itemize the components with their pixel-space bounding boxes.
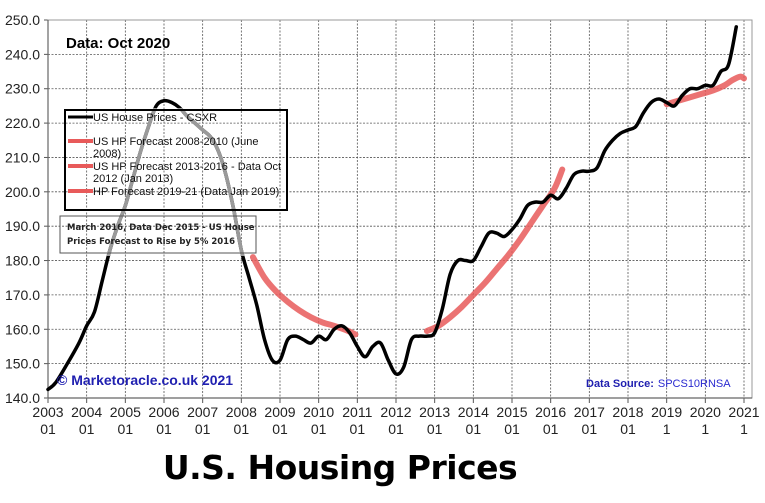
x-tick-label-year: 2003 — [32, 404, 63, 420]
x-tick-label-year: 2016 — [535, 404, 566, 420]
series-line-forecast-3 — [663, 73, 747, 108]
series-layer — [46, 25, 747, 392]
x-tick-label-year: 2007 — [187, 404, 218, 420]
legend: US House Prices - CSXR US HP Forecast 20… — [64, 109, 288, 211]
annotation-box: March 2016, Data Dec 2015 - US House Pri… — [59, 215, 257, 254]
y-tick-label: 250.0 — [5, 12, 40, 28]
x-tick-label-year: 2006 — [148, 404, 179, 420]
x-tick-label-year: 2019 — [651, 404, 682, 420]
y-tick-label: 200.0 — [5, 184, 40, 200]
y-tick-label: 180.0 — [5, 253, 40, 269]
data-source: Data Source: SPCS10RNSA — [586, 378, 731, 390]
x-tick-label-month: 1 — [740, 421, 748, 437]
x-tick-label-year: 2013 — [419, 404, 450, 420]
x-tick-label-month: 01 — [118, 421, 134, 437]
x-tick-label-year: 2012 — [380, 404, 411, 420]
x-tick-label-month: 01 — [427, 421, 443, 437]
y-tick-label: 230.0 — [5, 81, 40, 97]
data-date-label: Data: Oct 2020 — [66, 35, 170, 52]
legend-label-2b: 2012 (Jan 2013) — [93, 173, 173, 185]
y-tick-label: 140.0 — [5, 390, 40, 406]
x-tick-label-month: 01 — [40, 421, 56, 437]
x-tick-label-year: 2014 — [458, 404, 489, 420]
x-tick-labels: 2003012004012005012006012007012008012009… — [32, 404, 759, 437]
data-source-label: Data Source: — [586, 378, 654, 390]
x-tick-label-month: 01 — [272, 421, 288, 437]
x-tick-label-year: 2010 — [303, 404, 334, 420]
chart-title: U.S. Housing Prices — [162, 448, 518, 487]
y-tick-label: 190.0 — [5, 218, 40, 234]
x-tick-label-month: 01 — [466, 421, 482, 437]
copyright-text: © Marketoracle.co.uk 2021 — [57, 372, 233, 388]
x-tick-label-year: 2017 — [574, 404, 605, 420]
annotation-line-2: Prices Forecast to Rise by 5% 2016 — [67, 237, 235, 247]
legend-label-1b: 2008) — [93, 148, 121, 160]
axes — [47, 20, 752, 399]
y-tick-label: 210.0 — [5, 149, 40, 165]
legend-label-3: HP Forecast 2019-21 (Data Jan 2019) — [93, 186, 279, 198]
x-tick-label-year: 2011 — [342, 404, 372, 420]
x-tick-label-month: 01 — [79, 421, 95, 437]
x-tick-label-month: 01 — [388, 421, 404, 437]
legend-label-1a: US HP Forecast 2008-2010 (June — [93, 136, 259, 148]
y-tick-label: 160.0 — [5, 321, 40, 337]
x-tick-label-year: 2004 — [71, 404, 102, 420]
legend-frame — [64, 109, 288, 211]
x-tick-label-month: 01 — [543, 421, 559, 437]
annotation-line-1: March 2016, Data Dec 2015 - US House — [67, 223, 255, 233]
x-tick-label-month: 1 — [663, 421, 671, 437]
x-tick-label-month: 1 — [701, 421, 709, 437]
y-tick-labels: 140.0 150.0 160.0 170.0 180.0 190.0 200.0 210.0… — [5, 12, 40, 406]
data-source-value: SPCS10RNSA — [658, 378, 731, 390]
x-tick-label-year: 2015 — [496, 404, 527, 420]
annotation-frame — [59, 215, 257, 254]
x-tick-label-month: 01 — [311, 421, 327, 437]
series-line-forecast-2 — [423, 166, 566, 334]
x-tick-label-year: 2008 — [226, 404, 257, 420]
x-tick-label-month: 01 — [156, 421, 172, 437]
x-tick-label-month: 01 — [582, 421, 598, 437]
y-tick-label: 240.0 — [5, 46, 40, 62]
x-tick-label-year: 2009 — [264, 404, 295, 420]
x-tick-label-month: 01 — [620, 421, 636, 437]
x-tick-label-month: 01 — [234, 421, 250, 437]
series-line-house-prices — [46, 25, 739, 392]
x-tick-label-year: 2005 — [110, 404, 141, 420]
x-tick-label-month: 01 — [504, 421, 520, 437]
legend-label-0: US House Prices - CSXR — [93, 112, 217, 124]
y-tick-label: 170.0 — [5, 287, 40, 303]
y-tick-label: 220.0 — [5, 115, 40, 131]
y-tick-label: 150.0 — [5, 356, 40, 372]
x-tick-label-year: 2020 — [690, 404, 721, 420]
x-tick-label-year: 2018 — [612, 404, 643, 420]
legend-label-2a: US HP Forecast 2013-2016 - Data Oct — [93, 161, 281, 173]
x-tick-label-month: 01 — [195, 421, 211, 437]
x-tick-label-month: 01 — [350, 421, 366, 437]
series-line-forecast-1 — [249, 254, 359, 338]
x-tick-label-year: 2021 — [728, 404, 759, 420]
grid-lines — [44, 19, 752, 403]
